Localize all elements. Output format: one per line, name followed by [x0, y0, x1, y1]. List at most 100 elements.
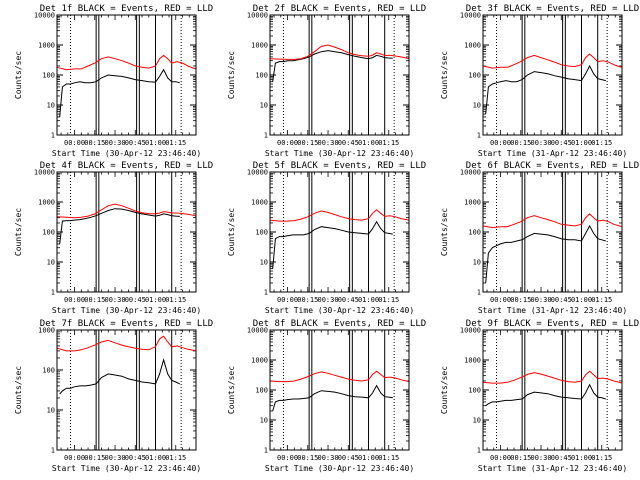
x-tick-label: 00:00 [64, 139, 85, 147]
y-tick-label: 1 [51, 447, 55, 455]
panel-title: Det 1f BLACK = Events, RED = LLD [40, 4, 213, 14]
y-tick-label: 1 [477, 132, 481, 140]
y-tick-label: 10000 [34, 12, 55, 20]
y-tick-label: 1000 [38, 42, 55, 50]
series-lld [482, 213, 623, 229]
x-tick-label: 00:30 [317, 139, 338, 147]
y-tick-label: 1000 [251, 42, 268, 50]
plot-frame [269, 171, 410, 293]
x-tick-label: 00:00 [277, 139, 298, 147]
y-axis-label: Counts/sec [14, 366, 23, 414]
x-tick-label: 00:45 [125, 139, 146, 147]
x-tick-label: 00:00 [277, 454, 298, 462]
y-tick-label: 100 [468, 72, 481, 80]
series-lld [56, 335, 197, 352]
series-lld [269, 370, 410, 383]
y-tick-label: 1 [477, 447, 481, 455]
panel-title: Det 7f BLACK = Events, RED = LLD [40, 319, 213, 329]
plot-frame [56, 14, 197, 136]
x-tick-label: 00:00 [490, 454, 511, 462]
series-lld [56, 203, 197, 219]
x-tick-label: 00:30 [104, 139, 125, 147]
y-tick-label: 1000 [464, 199, 481, 207]
y-tick-label: 1000 [251, 357, 268, 365]
x-tick-label: 00:30 [530, 454, 551, 462]
series-events [485, 224, 606, 284]
panel-title: Det 4f BLACK = Events, RED = LLD [40, 161, 213, 171]
y-tick-label: 1 [51, 132, 55, 140]
series-lld [482, 53, 623, 69]
y-tick-label: 10 [260, 102, 268, 110]
x-tick-label: 01:15 [591, 454, 612, 462]
x-axis-label: Start Time (31-Apr-12 23:46:40) [478, 306, 627, 315]
x-tick-label: 00:15 [84, 139, 105, 147]
y-tick-label: 10 [47, 407, 55, 415]
y-tick-label: 1000 [38, 199, 55, 207]
y-tick-label: 100 [42, 229, 55, 237]
y-tick-label: 10 [260, 417, 268, 425]
panel-1: Det 1f BLACK = Events, RED = LLD Counts/s… [14, 4, 213, 158]
x-tick-label: 00:00 [64, 296, 85, 304]
y-tick-label: 10 [47, 259, 55, 267]
x-tick-label: 01:00 [145, 454, 166, 462]
x-tick-label: 01:15 [165, 454, 186, 462]
y-tick-label: 10000 [460, 327, 481, 335]
y-tick-label: 1 [264, 447, 268, 455]
plot-frame [56, 171, 197, 293]
y-tick-label: 10000 [460, 12, 481, 20]
x-tick-label: 01:00 [571, 139, 592, 147]
y-tick-label: 10000 [247, 169, 268, 177]
plot-frame [482, 171, 623, 293]
x-axis-label: Start Time (30-Apr-12 23:46:40) [52, 464, 201, 473]
y-axis-label: Counts/sec [440, 208, 449, 256]
x-tick-label: 00:15 [510, 296, 531, 304]
x-tick-label: 00:30 [530, 296, 551, 304]
x-axis-label: Start Time (30-Apr-12 23:46:40) [265, 149, 414, 158]
y-tick-label: 10 [473, 102, 481, 110]
x-tick-label: 00:15 [84, 296, 105, 304]
panel-3: Det 3f BLACK = Events, RED = LLD Counts/s… [440, 4, 639, 158]
plot-frame [56, 329, 197, 451]
x-tick-label: 00:30 [104, 296, 125, 304]
panel-6: Det 6f BLACK = Events, RED = LLD Counts/s… [440, 161, 639, 315]
x-tick-label: 00:45 [125, 454, 146, 462]
x-tick-label: 00:30 [317, 296, 338, 304]
series-events [485, 64, 606, 115]
x-tick-label: 00:45 [125, 296, 146, 304]
x-tick-label: 00:45 [338, 296, 359, 304]
panel-title: Det 9f BLACK = Events, RED = LLD [466, 319, 639, 329]
series-lld [269, 209, 410, 222]
panel-7: Det 7f BLACK = Events, RED = LLD Counts/s… [14, 319, 213, 473]
x-tick-label: 00:00 [490, 296, 511, 304]
series-lld [56, 54, 197, 71]
x-axis-label: Start Time (31-Apr-12 23:46:40) [478, 464, 627, 473]
y-tick-label: 100 [468, 229, 481, 237]
y-tick-label: 10 [47, 102, 55, 110]
x-tick-label: 00:00 [64, 454, 85, 462]
y-axis-label: Counts/sec [14, 208, 23, 256]
x-axis-label: Start Time (30-Apr-12 23:46:40) [52, 306, 201, 315]
plot-frame [482, 329, 623, 451]
y-tick-label: 10000 [247, 12, 268, 20]
x-axis-label: Start Time (30-Apr-12 23:46:40) [265, 464, 414, 473]
y-tick-label: 100 [42, 367, 55, 375]
y-tick-label: 1 [264, 132, 268, 140]
series-events [59, 208, 180, 244]
x-tick-label: 01:15 [591, 296, 612, 304]
plot-frame [269, 14, 410, 136]
x-tick-label: 00:45 [551, 139, 572, 147]
x-tick-label: 00:15 [510, 454, 531, 462]
y-tick-label: 1 [477, 289, 481, 297]
x-tick-label: 00:15 [510, 139, 531, 147]
y-tick-label: 100 [255, 387, 268, 395]
y-tick-label: 10 [260, 259, 268, 267]
y-tick-label: 1 [51, 289, 55, 297]
x-tick-label: 01:15 [378, 296, 399, 304]
y-axis-label: Counts/sec [227, 51, 236, 99]
y-axis-label: Counts/sec [440, 51, 449, 99]
x-axis-label: Start Time (31-Apr-12 23:46:40) [478, 149, 627, 158]
y-tick-label: 1000 [251, 199, 268, 207]
y-tick-label: 10000 [460, 169, 481, 177]
y-tick-label: 100 [42, 72, 55, 80]
